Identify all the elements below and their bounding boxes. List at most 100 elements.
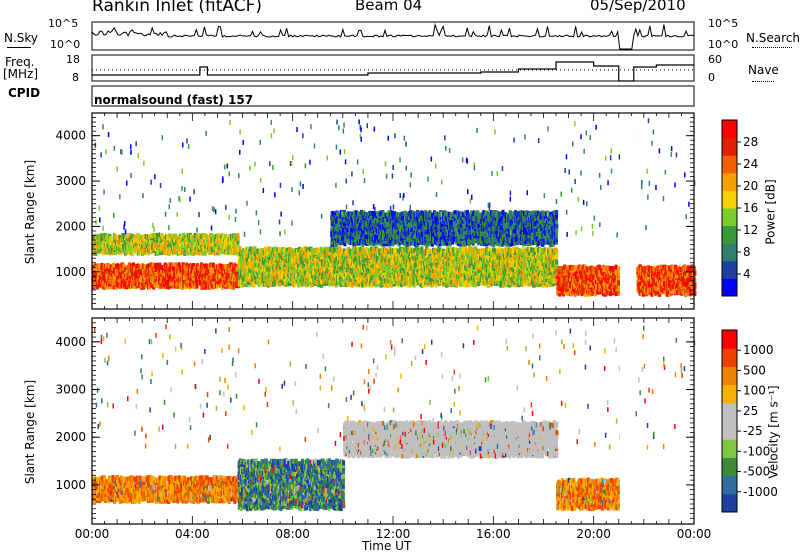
echo-cell [369, 267, 373, 273]
echo-cell [229, 284, 233, 290]
echo-cell [500, 270, 504, 276]
echo-cell [120, 279, 124, 285]
echo-cell [268, 246, 272, 252]
echo-cell [193, 232, 197, 238]
echo-cell [274, 246, 278, 252]
echo-cell [459, 249, 463, 255]
echo-cell [492, 247, 496, 253]
echo-cell [236, 235, 240, 241]
echo-cell [383, 260, 387, 266]
echo-cell [94, 273, 98, 279]
echo-cell [132, 262, 136, 268]
echo-cell [166, 281, 170, 287]
echo-cell [203, 268, 207, 274]
echo-cell [221, 243, 225, 249]
echo-cell [176, 237, 180, 242]
echo-cell [94, 277, 98, 283]
echo-cell [226, 235, 230, 241]
echo-cell [212, 234, 216, 240]
echo-cell [361, 282, 365, 288]
echo-cell [106, 250, 110, 255]
echo-cell [97, 268, 101, 274]
echo-cell [269, 249, 273, 255]
echo-cell [210, 249, 214, 255]
echo-cell [236, 233, 240, 239]
echo-cell [112, 262, 116, 268]
echo-cell [431, 270, 434, 276]
echo-cell [179, 267, 183, 273]
echo-cell [411, 280, 415, 286]
noise-sky-trace [91, 22, 695, 50]
echo-cell [474, 246, 478, 252]
echo-cell [233, 247, 237, 253]
echo-cell [439, 257, 443, 262]
echo-cell [113, 234, 117, 240]
echo-cell [109, 235, 113, 241]
echo-cell [517, 272, 521, 277]
freq-right-label: Nave [748, 63, 779, 77]
echo-cell [211, 262, 215, 268]
echo-cell [217, 250, 221, 256]
echo-cell [420, 246, 424, 252]
echo-cell [428, 277, 432, 283]
echo-cell [152, 236, 156, 242]
echo-cell [288, 264, 292, 270]
echo-cell [154, 269, 158, 275]
echo-cell [234, 263, 238, 269]
echo-cell [109, 239, 113, 245]
echo-cell [332, 272, 336, 278]
echo-cell [141, 251, 145, 256]
echo-cell [236, 238, 240, 244]
echo-cell [100, 247, 104, 252]
echo-cell [261, 282, 265, 288]
echo-cell [234, 239, 238, 245]
echo-cell [101, 250, 105, 256]
echo-cell [468, 278, 472, 284]
cpid-frame [91, 85, 695, 107]
echo-cell [487, 247, 491, 253]
echo-cell [201, 233, 205, 238]
echo-cell [461, 271, 465, 277]
echo-cell [269, 252, 273, 258]
echo-cell [168, 237, 172, 243]
echo-cell [469, 281, 473, 287]
freq-left-tick-bottom: 8 [72, 71, 79, 84]
echo-cell [192, 283, 196, 289]
echo-cell [314, 253, 318, 259]
echo-cell [493, 248, 497, 254]
echo-cell [460, 265, 464, 271]
echo-cell [313, 258, 317, 264]
echo-cell [487, 256, 491, 261]
echo-cell [431, 253, 435, 259]
echo-cell [392, 276, 396, 282]
echo-cell [148, 284, 152, 290]
echo-cell [195, 281, 199, 287]
echo-cell [304, 246, 308, 252]
echo-cell [126, 265, 130, 270]
echo-cell [496, 254, 500, 260]
echo-cell [116, 263, 119, 269]
echo-cell [384, 278, 387, 284]
echo-cell [313, 272, 317, 278]
echo-cell [329, 261, 333, 267]
echo-cell [152, 239, 156, 245]
echo-cell [95, 284, 99, 290]
echo-cell [460, 281, 464, 287]
echo-cell [453, 273, 457, 279]
echo-cell [233, 234, 236, 240]
echo-cell [390, 260, 394, 265]
echo-cell [344, 258, 348, 263]
echo-cell [118, 234, 122, 240]
freq-left-label-line1: Freq. [5, 55, 35, 69]
echo-cell [237, 274, 241, 280]
echo-cell [380, 276, 384, 282]
echo-cell [287, 281, 291, 287]
echo-cell [508, 274, 512, 280]
echo-cell [122, 276, 126, 282]
echo-cell [501, 273, 505, 279]
echo-cell [142, 284, 146, 290]
echo-cell [473, 260, 477, 266]
echo-cell [334, 258, 338, 264]
